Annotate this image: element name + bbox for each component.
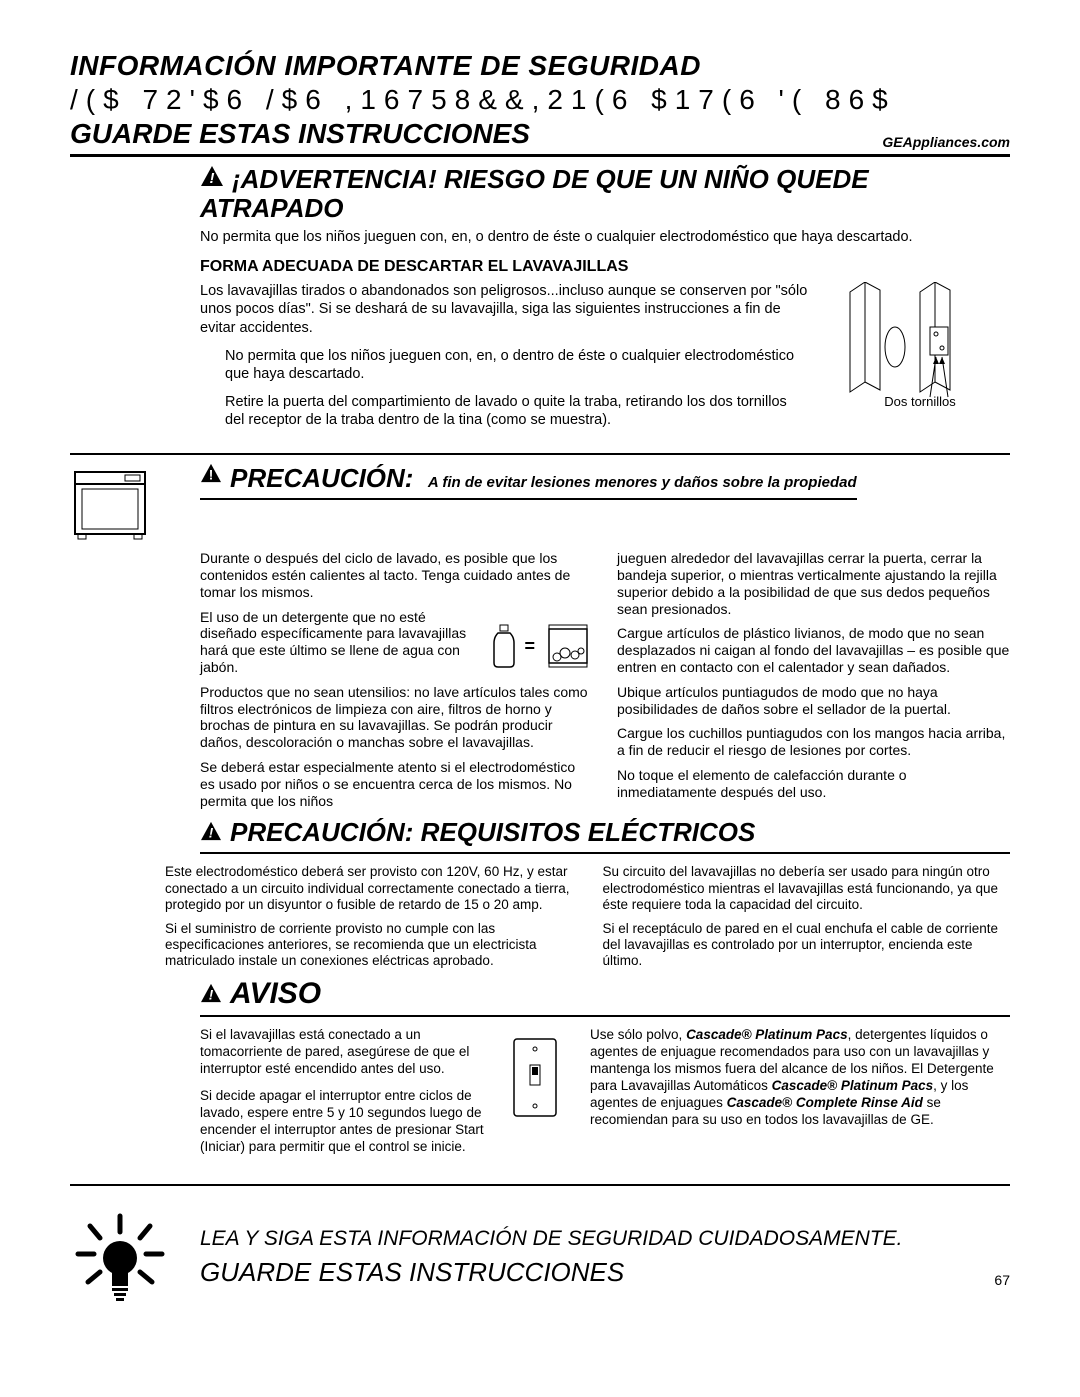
precaucion-right-p5: No toque el elemento de calefacción dura… xyxy=(617,767,1010,801)
svg-text:!: ! xyxy=(210,170,215,187)
aviso-left-p1: Si el lavavajillas está conectado a un t… xyxy=(200,1027,490,1078)
page-header: INFORMACIÓN IMPORTANTE DE SEGURIDAD /($ … xyxy=(70,50,1010,157)
aviso-right-bold3: Cascade® Complete Rinse Aid xyxy=(727,1095,923,1110)
precaucion-content: Durante o después del ciclo de lavado, e… xyxy=(200,550,1010,817)
electrical-title: PRECAUCIÓN: REQUISITOS ELÉCTRICOS xyxy=(230,817,755,847)
electrical-left-p1: Este electrodoméstico deberá ser provist… xyxy=(165,864,573,913)
warning-triangle-icon: ! xyxy=(200,165,224,187)
disposal-diagram: Dos tornillos xyxy=(830,282,1010,439)
entrapment-title-line2: ATRAPADO xyxy=(200,193,343,223)
disposal-p2: No permita que los niños jueguen con, en… xyxy=(225,347,810,383)
dishwasher-icon-col xyxy=(70,463,200,542)
precaucion-header-row: ! PRECAUCIÓN: A fin de evitar lesiones m… xyxy=(70,463,1010,542)
footer-line2-row: GUARDE ESTAS INSTRUCCIONES 67 xyxy=(200,1257,1010,1288)
garbled-subtitle: /($ 72'$6 /$6 ,16758&&,21(6 $17(6 '( 86$ xyxy=(70,84,1010,116)
aviso-right-p1: Use sólo polvo, Cascade® Platinum Pacs, … xyxy=(590,1027,1010,1128)
aviso-title: AVISO xyxy=(230,977,321,1010)
precaucion-right-p3: Ubique artículos puntiagudos de modo que… xyxy=(617,684,1010,718)
warning-triangle-icon: ! xyxy=(200,821,222,841)
lightbulb-icon-col xyxy=(70,1210,180,1305)
disposal-subtitle: FORMA ADECUADA DE DESCARTAR EL LAVAVAJIL… xyxy=(200,258,1010,276)
aviso-right-col: Use sólo polvo, Cascade® Platinum Pacs, … xyxy=(590,1027,1010,1165)
footer-text-col: LEA Y SIGA ESTA INFORMACIÓN DE SEGURIDAD… xyxy=(200,1227,1010,1288)
dishwasher-suds-icon xyxy=(543,623,593,669)
save-instructions-row: GUARDE ESTAS INSTRUCCIONES GEAppliances.… xyxy=(70,118,1010,157)
footer-line1: LEA Y SIGA ESTA INFORMACIÓN DE SEGURIDAD… xyxy=(200,1227,1010,1251)
precaucion-right-p2: Cargue artículos de plástico livianos, d… xyxy=(617,625,1010,675)
svg-text:!: ! xyxy=(209,988,214,1003)
aviso-right-bold1: Cascade® Platinum Pacs xyxy=(686,1027,848,1042)
warning-triangle-icon: ! xyxy=(200,463,222,483)
precaucion-left-col: Durante o después del ciclo de lavado, e… xyxy=(200,550,593,817)
electrical-content: Este electrodoméstico deberá ser provist… xyxy=(165,864,1010,977)
electrical-right-p2: Si el receptáculo de pared en el cual en… xyxy=(603,921,1011,970)
electrical-right-p1: Su circuito del lavavajillas no debería … xyxy=(603,864,1011,913)
disposal-content: Los lavavajillas tirados o abandonados s… xyxy=(200,282,1010,439)
svg-text:!: ! xyxy=(209,826,214,841)
precaucion-left-p1: Durante o después del ciclo de lavado, e… xyxy=(200,550,593,600)
dishwasher-icon xyxy=(70,467,150,542)
brand-url: GEAppliances.com xyxy=(882,134,1010,150)
entrapment-section: ! ¡ADVERTENCIA! RIESGO DE QUE UN NIÑO QU… xyxy=(70,165,1010,439)
electrical-left-col: Este electrodoméstico deberá ser provist… xyxy=(165,864,573,977)
precaucion-right-col: jueguen alrededor del lavavajillas cerra… xyxy=(617,550,1010,817)
entrapment-title: ! ¡ADVERTENCIA! RIESGO DE QUE UN NIÑO QU… xyxy=(200,165,1010,222)
aviso-left-p2: Si decide apagar el interruptor entre ci… xyxy=(200,1088,490,1156)
save-instructions-text: GUARDE ESTAS INSTRUCCIONES xyxy=(70,118,530,150)
lightbulb-icon xyxy=(70,1210,170,1305)
precaucion-left-p4: Se deberá estar especialmente atento si … xyxy=(200,759,593,809)
disposal-text-col: Los lavavajillas tirados o abandonados s… xyxy=(200,282,830,439)
detergent-bottle-icon xyxy=(492,623,516,669)
equals-sign: = xyxy=(524,636,535,657)
disposal-caption: Dos tornillos xyxy=(830,394,1010,409)
wall-switch-icon xyxy=(510,1035,560,1120)
entrapment-body: No permita que los niños jueguen con, en… xyxy=(200,228,1010,246)
electrical-header: ! PRECAUCIÓN: REQUISITOS ELÉCTRICOS xyxy=(200,817,1010,854)
aviso-right-bold2: Cascade® Platinum Pacs xyxy=(772,1078,934,1093)
main-title: INFORMACIÓN IMPORTANTE DE SEGURIDAD xyxy=(70,50,1010,82)
precaucion-subtitle: A fin de evitar lesiones menores y daños… xyxy=(428,474,857,491)
svg-text:!: ! xyxy=(209,468,214,483)
precaucion-title: PRECAUCIÓN: xyxy=(230,463,413,493)
page-number: 67 xyxy=(994,1272,1010,1288)
aviso-left-col: Si el lavavajillas está conectado a un t… xyxy=(200,1027,490,1165)
footer-divider xyxy=(70,1184,1010,1186)
precaucion-left-p3: Productos que no sean utensilios: no lav… xyxy=(200,684,593,751)
footer-section: LEA Y SIGA ESTA INFORMACIÓN DE SEGURIDAD… xyxy=(70,1210,1010,1305)
wall-switch-icon-col xyxy=(510,1027,570,1165)
divider-1 xyxy=(70,453,1010,455)
footer-line2: GUARDE ESTAS INSTRUCCIONES xyxy=(200,1257,624,1288)
precaucion-title-wrap: ! PRECAUCIÓN: A fin de evitar lesiones m… xyxy=(200,463,857,500)
warning-triangle-icon: ! xyxy=(200,983,222,1003)
door-latch-diagram-icon xyxy=(830,282,990,402)
precaucion-right-p4: Cargue los cuchillos puntiagudos con los… xyxy=(617,725,1010,759)
detergent-row: El uso de un detergente que no esté dise… xyxy=(200,609,593,684)
entrapment-title-line1: ¡ADVERTENCIA! RIESGO DE QUE UN NIÑO QUED… xyxy=(232,164,869,194)
aviso-right-pre: Use sólo polvo, xyxy=(590,1027,686,1042)
disposal-p3: Retire la puerta del compartimiento de l… xyxy=(225,393,810,429)
precaucion-left-p2: El uso de un detergente que no esté dise… xyxy=(200,609,484,676)
precaucion-underline xyxy=(200,498,857,500)
precaucion-right-p1: jueguen alrededor del lavavajillas cerra… xyxy=(617,550,1010,617)
electrical-right-col: Su circuito del lavavajillas no debería … xyxy=(603,864,1011,977)
electrical-left-p2: Si el suministro de corriente provisto n… xyxy=(165,921,573,970)
aviso-content: Si el lavavajillas está conectado a un t… xyxy=(200,1027,1010,1165)
disposal-p1: Los lavavajillas tirados o abandonados s… xyxy=(200,282,810,336)
aviso-header: ! AVISO xyxy=(200,977,1010,1017)
